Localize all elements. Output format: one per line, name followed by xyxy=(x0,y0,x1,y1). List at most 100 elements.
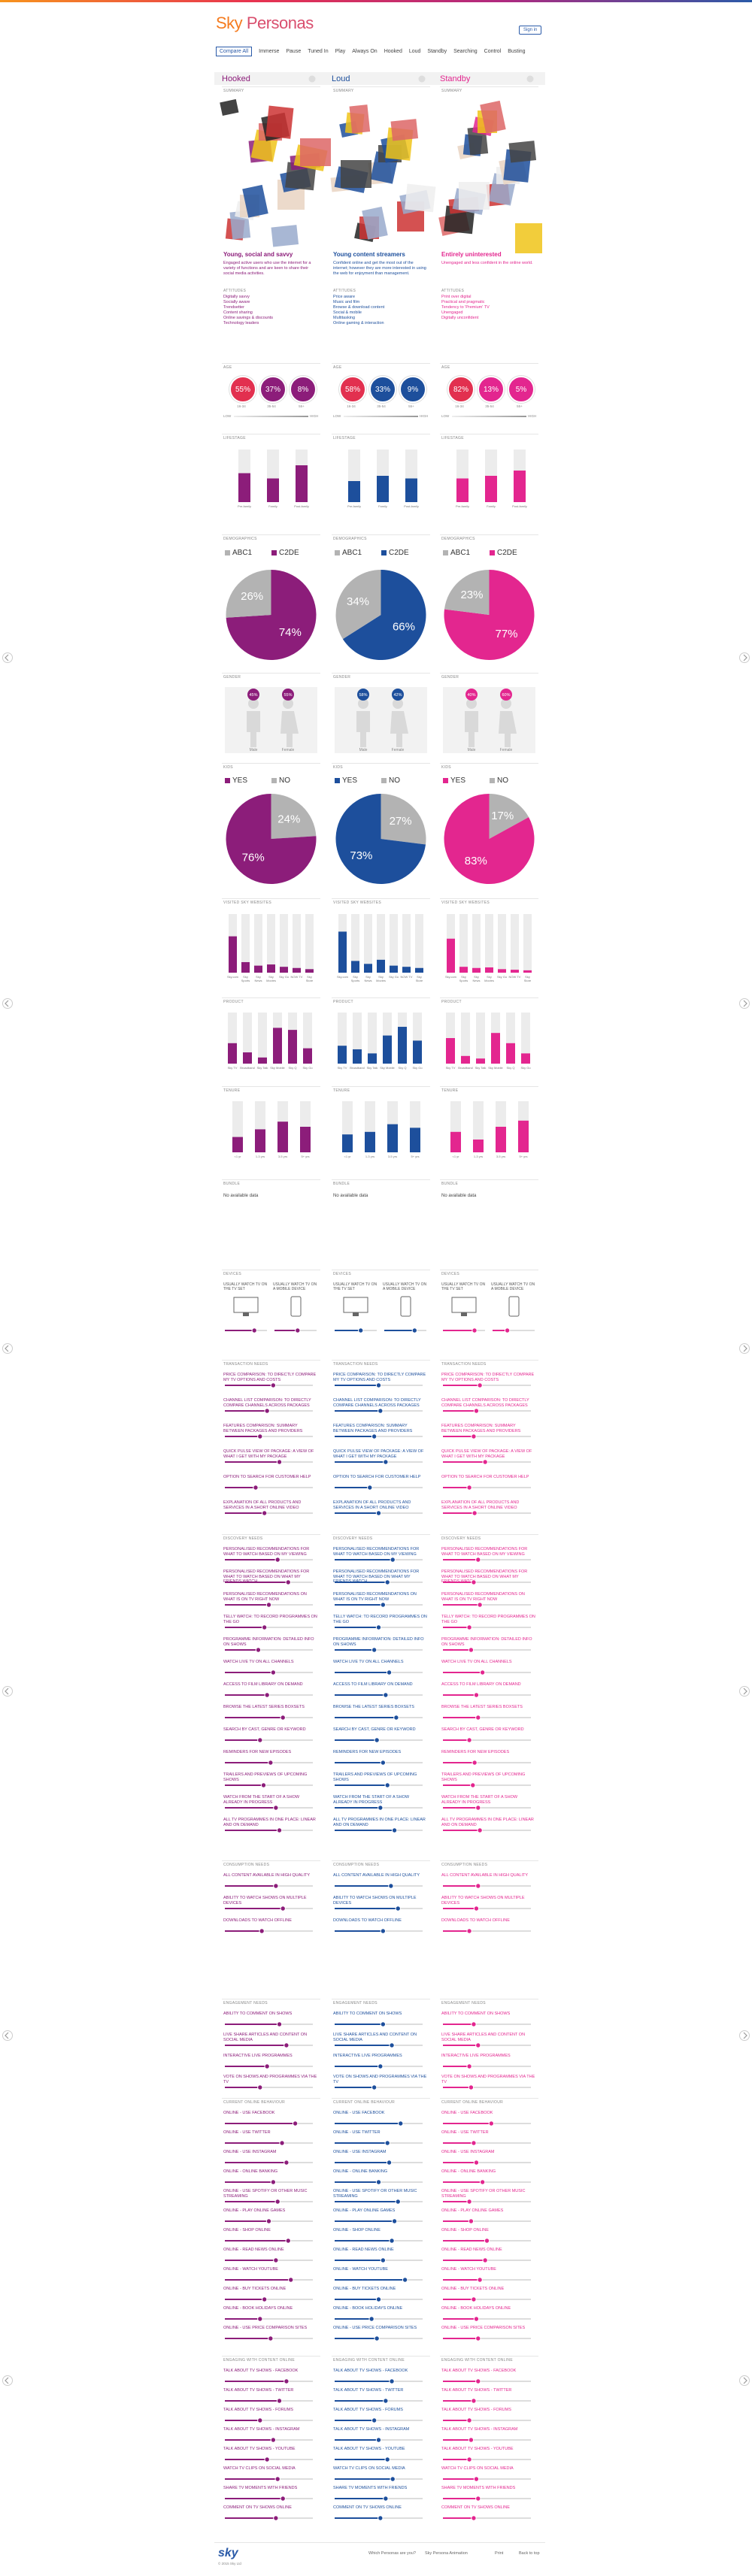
bar-label: Sky Mobile xyxy=(270,1066,285,1070)
sign-in-button[interactable]: Sign in xyxy=(519,26,542,35)
bar-background xyxy=(511,914,519,973)
slider xyxy=(335,2316,423,2322)
slider xyxy=(443,1557,531,1563)
pie-slice xyxy=(444,794,535,884)
age-circle: 13% xyxy=(478,376,505,403)
slider xyxy=(335,1327,377,1333)
footer-link[interactable]: Print xyxy=(495,2551,504,2556)
slider xyxy=(335,1433,423,1439)
slider xyxy=(443,1647,531,1653)
pie-slice xyxy=(335,570,381,640)
nav-item[interactable]: Control xyxy=(484,49,502,54)
section-title: ENGAGING WITH CONTENT ONLINE xyxy=(333,2358,405,2363)
carousel-arrow[interactable] xyxy=(2,1685,13,1697)
legend-swatch xyxy=(490,778,495,783)
carousel-arrow[interactable] xyxy=(2,2030,13,2042)
pie-slice xyxy=(342,570,426,660)
arrow-chevron xyxy=(743,1000,747,1007)
bar-label: 5+ yrs xyxy=(519,1155,528,1158)
section-separator xyxy=(440,763,538,764)
slider-dot xyxy=(471,2021,477,2027)
need-label: Online - shop online xyxy=(223,2228,271,2232)
slider xyxy=(225,2063,313,2069)
tv-screen xyxy=(233,1297,259,1313)
need-label: Talk about TV shows - forums xyxy=(333,2408,403,2412)
section-title: CONSUMPTION NEEDS xyxy=(223,1863,270,1867)
footer-link[interactable]: Sky Persona Animation xyxy=(425,2551,468,2556)
slider xyxy=(335,2199,423,2205)
bar xyxy=(364,964,372,973)
bar xyxy=(523,970,532,973)
nav-item[interactable]: Pause xyxy=(286,49,302,54)
slider xyxy=(335,2140,423,2146)
section-separator xyxy=(440,997,538,998)
bar-background xyxy=(280,914,288,973)
slider xyxy=(225,1510,313,1516)
age-category: 55+ xyxy=(299,404,305,408)
slider-dot xyxy=(268,2335,274,2341)
pie-value-label: 83% xyxy=(465,855,487,867)
slider-dot xyxy=(484,2238,490,2244)
nav-item[interactable]: Busting xyxy=(508,49,526,54)
carousel-arrow[interactable] xyxy=(2,2375,13,2387)
age-value: 8% xyxy=(297,385,309,394)
attitude-item: Practical and pragmatic xyxy=(441,300,485,304)
nav-item[interactable]: Standby xyxy=(427,49,447,54)
bar xyxy=(255,1129,265,1152)
slider xyxy=(443,1883,531,1889)
legend-label: NO xyxy=(389,776,400,785)
arrow-chevron xyxy=(743,1345,747,1352)
bar-label: Pre-family xyxy=(455,504,469,508)
slider-dot xyxy=(276,2398,283,2404)
tv-stand xyxy=(461,1312,467,1316)
slider-dot xyxy=(276,1459,283,1465)
section-title: DEMOGRAPHICS xyxy=(223,537,257,541)
need-label: Programme information: detailed info on … xyxy=(441,1637,532,1647)
carousel-arrow[interactable] xyxy=(739,2375,750,2387)
carousel-arrow[interactable] xyxy=(739,997,750,1010)
nav-item[interactable]: Tuned In xyxy=(308,49,329,54)
nav-item[interactable]: Immerse xyxy=(259,49,280,54)
bar xyxy=(353,1049,362,1064)
carousel-arrow[interactable] xyxy=(2,652,13,664)
carousel-arrow[interactable] xyxy=(739,1342,750,1355)
need-label: Programme information: detailed info on … xyxy=(223,1637,314,1647)
nav-item[interactable]: Searching xyxy=(453,49,478,54)
nav-item[interactable]: Compare All xyxy=(216,47,253,56)
carousel-arrow[interactable] xyxy=(2,1342,13,1355)
bar-chart xyxy=(238,450,308,502)
carousel-arrow[interactable] xyxy=(739,652,750,664)
bar-background xyxy=(390,914,398,973)
arrow-chevron xyxy=(5,2032,9,2039)
carousel-arrow[interactable] xyxy=(739,2030,750,2042)
bar xyxy=(293,967,301,973)
need-label: Online - play online games xyxy=(333,2208,396,2213)
slider xyxy=(443,1485,531,1491)
slider xyxy=(225,2218,313,2224)
logo[interactable]: Sky Personas xyxy=(216,14,314,33)
slider xyxy=(443,2238,531,2244)
footer-link[interactable]: Back to top xyxy=(519,2551,540,2556)
legend-label: C2DE xyxy=(389,549,409,557)
carousel-arrow[interactable] xyxy=(2,997,13,1010)
slider-dot xyxy=(395,2199,401,2205)
section-separator xyxy=(440,363,538,364)
slider xyxy=(225,2042,313,2048)
section-separator xyxy=(332,363,430,364)
slider-dot xyxy=(371,1647,378,1653)
need-label: Price comparison: to directly compare my… xyxy=(333,1373,426,1382)
need-label: Price comparison: to directly compare my… xyxy=(223,1373,317,1382)
slider-dot xyxy=(270,2179,277,2185)
header-icon xyxy=(418,75,426,83)
nav-item[interactable]: Hooked xyxy=(384,49,402,54)
legend-swatch xyxy=(335,550,340,555)
collage-image xyxy=(341,160,371,188)
footer-link[interactable]: Which Personas are you? xyxy=(368,2551,416,2556)
carousel-arrow[interactable] xyxy=(739,1685,750,1697)
nav-item[interactable]: Loud xyxy=(408,49,421,54)
nav-item[interactable]: Always On xyxy=(352,49,378,54)
slider-dot xyxy=(374,1737,380,1743)
section-separator xyxy=(222,2098,320,2099)
nav-item[interactable]: Play xyxy=(335,49,346,54)
collage-image xyxy=(242,184,268,218)
